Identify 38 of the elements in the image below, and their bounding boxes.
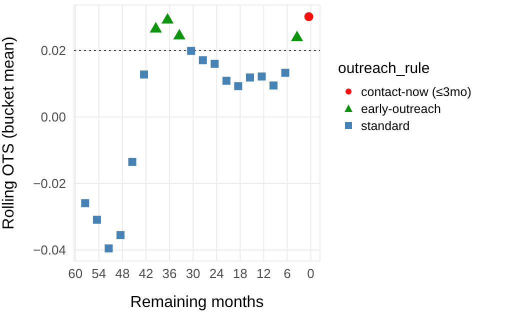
x-tick-label: 48 <box>115 266 130 282</box>
point <box>116 231 124 240</box>
legend-label: standard <box>361 118 410 132</box>
point <box>140 70 148 78</box>
x-tick-label: 12 <box>256 266 271 282</box>
x-tick-label: 6 <box>284 266 291 282</box>
point <box>281 68 290 77</box>
x-tick-label: 0 <box>307 266 314 282</box>
y-tick-label: 0.00 <box>40 110 66 125</box>
y-tick-label: −0.02 <box>33 176 66 192</box>
legend-label: early-outreach <box>361 102 441 116</box>
legend-title: outreach_rule <box>338 60 431 77</box>
point <box>198 56 207 64</box>
point <box>290 30 304 42</box>
point <box>304 12 314 22</box>
point <box>128 158 136 166</box>
point <box>104 244 113 252</box>
y-tick-label: −0.04 <box>33 242 66 258</box>
point <box>81 199 90 208</box>
x-tick-label: 42 <box>138 266 154 282</box>
x-tick-label: 36 <box>162 266 177 282</box>
x-tick-label: 30 <box>186 266 200 282</box>
point <box>246 73 254 82</box>
legend-label: contact-now (≤3mo) <box>361 84 472 98</box>
y-axis-title: Rolling OTS (bucket mean) <box>0 36 18 230</box>
point <box>258 72 266 80</box>
x-tick-label: 24 <box>209 266 224 282</box>
point <box>210 60 219 68</box>
x-tick-label: 60 <box>68 266 83 282</box>
point <box>234 82 242 90</box>
point <box>187 46 196 55</box>
y-tick-label: 0.02 <box>40 43 66 58</box>
point <box>270 81 278 90</box>
x-tick-label: 54 <box>92 266 106 282</box>
point <box>92 216 101 224</box>
x-tick-label: 18 <box>232 266 248 282</box>
point <box>222 76 230 85</box>
x-axis-title: Remaining months <box>130 294 264 311</box>
